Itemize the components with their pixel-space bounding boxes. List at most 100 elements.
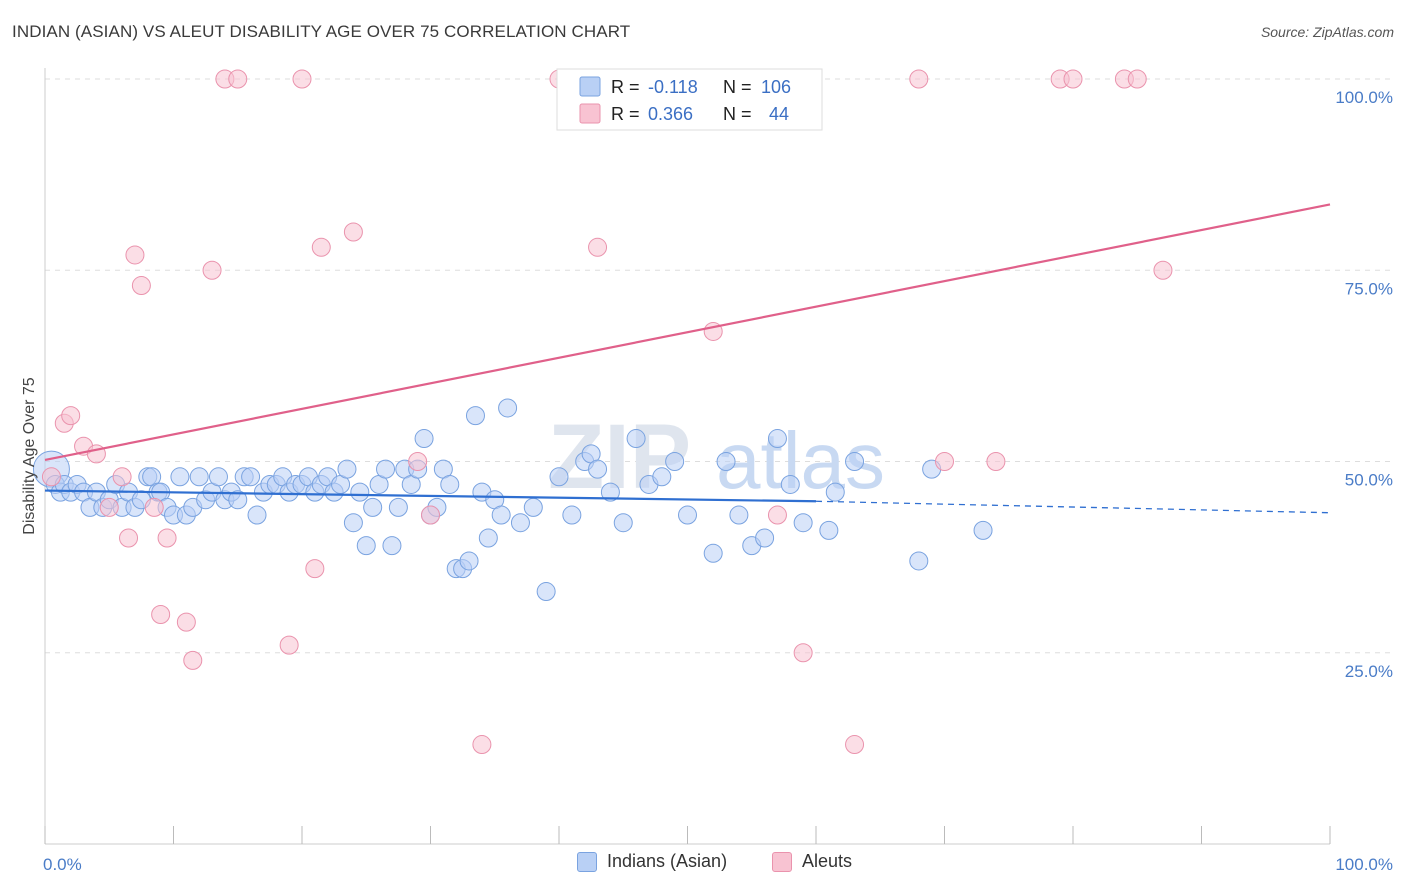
point-indians-asian [337,459,357,479]
point-aleuts [176,612,196,632]
point-indians-asian [767,429,787,449]
point-indians-asian [523,497,543,517]
gridlines [45,78,1395,654]
legend-n-label-2: N = [723,104,752,124]
point-indians-asian [600,482,620,502]
legend-r-label-1: R = [611,77,640,97]
point-aleuts [131,276,151,296]
point-aleuts [935,452,954,471]
legend-r-value-1: -0.118 [648,77,698,97]
point-aleuts [202,260,222,280]
series-aleuts [41,69,1173,755]
point-indians-asian [388,497,408,517]
legend-n-value-2: 44 [769,104,789,124]
point-indians-asian [703,543,723,563]
point-indians-asian [825,482,845,502]
point-indians-asian [588,459,608,479]
correlation-legend: R = -0.118 N = 106 R = 0.366 N = 44 [556,68,823,131]
point-indians-asian [228,490,248,510]
point-indians-asian [350,482,370,502]
point-indians-asian [973,520,993,540]
point-indians-asian [189,467,209,487]
point-indians-asian [498,398,518,418]
point-indians-asian [247,505,267,525]
point-indians-asian [536,582,556,602]
y-tick-label: 50.0% [1345,471,1393,490]
point-indians-asian [170,467,190,487]
chart-title: INDIAN (ASIAN) VS ALEUT DISABILITY AGE O… [12,22,631,41]
point-aleuts [228,69,248,89]
point-aleuts [61,406,81,426]
legend-n-value-1: 106 [761,77,791,97]
point-aleuts [909,69,929,89]
point-indians-asian [780,474,800,494]
point-indians-asian [343,513,363,533]
bottom-legend: Indians (Asian) Aleuts [0,851,1406,881]
point-aleuts [119,528,139,548]
legend-swatch-indians-asian [577,851,597,872]
point-aleuts [343,222,363,242]
point-indians-asian [716,452,736,471]
point-aleuts [144,497,164,517]
trend-line-indians-asian-extrapolated [815,500,1331,514]
point-aleuts [408,452,428,471]
point-aleuts [311,237,331,257]
point-aleuts [151,605,171,624]
point-indians-asian [549,467,569,487]
legend-swatch-pink [579,103,601,124]
point-indians-asian [376,459,396,479]
point-aleuts [279,635,299,655]
source-label: Source: ZipAtlas.com [1260,24,1394,40]
legend-n-label-1: N = [723,77,752,97]
point-indians-asian [459,551,479,571]
point-aleuts [1063,69,1083,89]
point-indians-asian [909,551,929,571]
point-aleuts [112,467,132,487]
point-aleuts [793,643,813,663]
point-aleuts [421,505,440,525]
y-tick-label: 25.0% [1345,662,1393,681]
point-indians-asian [510,513,530,533]
point-indians-asian [678,505,697,525]
point-indians-asian [845,452,865,471]
legend-swatch-blue [579,76,601,97]
tick-labels: 25.0% 50.0% 75.0% 100.0% 0.0% 100.0% [43,88,1393,874]
y-axis-label: Disability Age Over 75 [21,377,38,535]
point-indians-asian [755,528,775,548]
point-aleuts [588,237,608,257]
x-tick-label-min: 0.0% [43,855,82,874]
point-indians-asian [382,536,402,556]
y-tick-label: 100.0% [1335,88,1393,107]
point-indians-asian [665,452,685,471]
point-indians-asian [819,520,839,540]
trend-line-aleuts [44,203,1331,462]
point-aleuts [41,467,61,487]
point-aleuts [292,69,312,89]
point-indians-asian [478,528,498,548]
point-indians-asian [793,513,813,533]
point-aleuts [472,735,492,755]
point-indians-asian [562,505,582,525]
point-indians-asian [626,429,646,449]
legend-label-indians-asian: Indians (Asian) [607,851,728,871]
point-indians-asian [414,429,434,449]
y-tick-label: 75.0% [1345,279,1393,298]
legend-swatch-aleuts [772,851,792,872]
point-aleuts [1153,260,1173,280]
point-aleuts [767,505,787,525]
point-indians-asian [491,505,511,525]
point-aleuts [305,559,325,579]
legend-item-aleuts[interactable]: Aleuts [772,851,852,872]
point-aleuts [99,497,119,517]
legend-item-indians-asian[interactable]: Indians (Asian) [577,851,727,872]
point-aleuts [157,528,177,548]
point-aleuts [845,735,865,755]
point-aleuts [986,452,1006,471]
point-aleuts [1127,69,1147,89]
point-indians-asian [440,474,460,494]
point-indians-asian [356,536,376,556]
point-indians-asian [208,467,228,487]
point-indians-asian [613,513,633,533]
legend-r-value-2: 0.366 [648,104,693,124]
